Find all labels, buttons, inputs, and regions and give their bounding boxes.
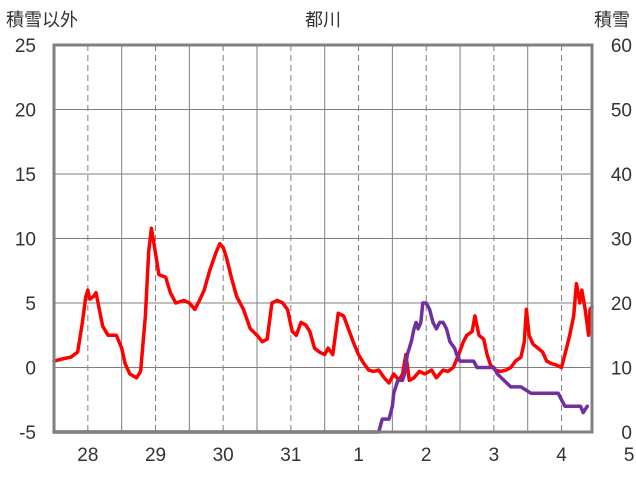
x-tick-label: 29 xyxy=(145,445,166,466)
series-layer xyxy=(52,226,594,434)
right-tick-label: 10 xyxy=(611,359,632,380)
right-axis-label: 積雪 xyxy=(594,10,630,31)
x-tick-label: 1 xyxy=(353,445,364,466)
left-tick-label: 0 xyxy=(25,359,36,380)
x-tick-label: 2 xyxy=(421,445,432,466)
snow-series-line xyxy=(52,301,590,434)
right-tick-label: 30 xyxy=(611,230,632,251)
chart-title: 都川 xyxy=(305,10,341,31)
x-tick-label: 30 xyxy=(213,445,234,466)
left-tick-label: -5 xyxy=(19,423,36,444)
right-tick-label: 20 xyxy=(611,294,632,315)
left-axis-label: 積雪以外 xyxy=(6,10,78,31)
x-tick-label: 5 xyxy=(624,445,635,466)
left-tick-label: 15 xyxy=(15,165,36,186)
x-tick-label: 4 xyxy=(556,445,567,466)
left-tick-label: 20 xyxy=(15,101,36,122)
right-tick-label: 0 xyxy=(621,423,632,444)
left-tick-label: 5 xyxy=(25,294,36,315)
right-tick-label: 60 xyxy=(611,36,632,57)
left-tick-label: 10 xyxy=(15,230,36,251)
non-snow-series-line xyxy=(52,226,594,385)
left-tick-label: 25 xyxy=(15,36,36,57)
plot-border xyxy=(52,43,594,434)
x-tick-label: 28 xyxy=(77,445,98,466)
x-tick-label: 31 xyxy=(280,445,301,466)
right-tick-label: 40 xyxy=(611,165,632,186)
x-tick-label: 3 xyxy=(489,445,500,466)
right-tick-label: 50 xyxy=(611,101,632,122)
